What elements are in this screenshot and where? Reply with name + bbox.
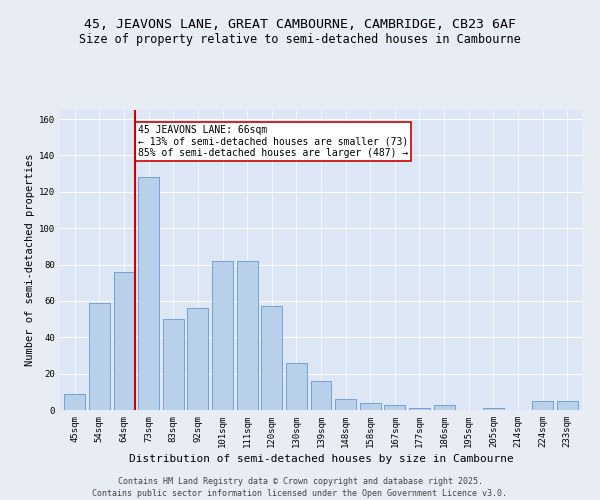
Bar <box>113 272 134 410</box>
Bar <box>236 261 257 410</box>
Bar <box>434 404 455 410</box>
Bar <box>385 404 406 410</box>
Bar <box>138 178 159 410</box>
Bar <box>212 261 233 410</box>
Bar <box>532 401 553 410</box>
Bar <box>64 394 85 410</box>
X-axis label: Distribution of semi-detached houses by size in Cambourne: Distribution of semi-detached houses by … <box>128 454 514 464</box>
Bar <box>483 408 504 410</box>
Text: 45 JEAVONS LANE: 66sqm
← 13% of semi-detached houses are smaller (73)
85% of sem: 45 JEAVONS LANE: 66sqm ← 13% of semi-det… <box>137 124 408 158</box>
Bar <box>409 408 430 410</box>
Bar <box>286 362 307 410</box>
Bar <box>360 402 381 410</box>
Bar <box>335 399 356 410</box>
Text: 45, JEAVONS LANE, GREAT CAMBOURNE, CAMBRIDGE, CB23 6AF: 45, JEAVONS LANE, GREAT CAMBOURNE, CAMBR… <box>84 18 516 30</box>
Y-axis label: Number of semi-detached properties: Number of semi-detached properties <box>25 154 35 366</box>
Text: Size of property relative to semi-detached houses in Cambourne: Size of property relative to semi-detach… <box>79 32 521 46</box>
Bar <box>187 308 208 410</box>
Bar <box>557 401 578 410</box>
Bar <box>163 319 184 410</box>
Bar <box>311 381 331 410</box>
Bar <box>89 302 110 410</box>
Bar <box>261 306 282 410</box>
Text: Contains HM Land Registry data © Crown copyright and database right 2025.
Contai: Contains HM Land Registry data © Crown c… <box>92 476 508 498</box>
